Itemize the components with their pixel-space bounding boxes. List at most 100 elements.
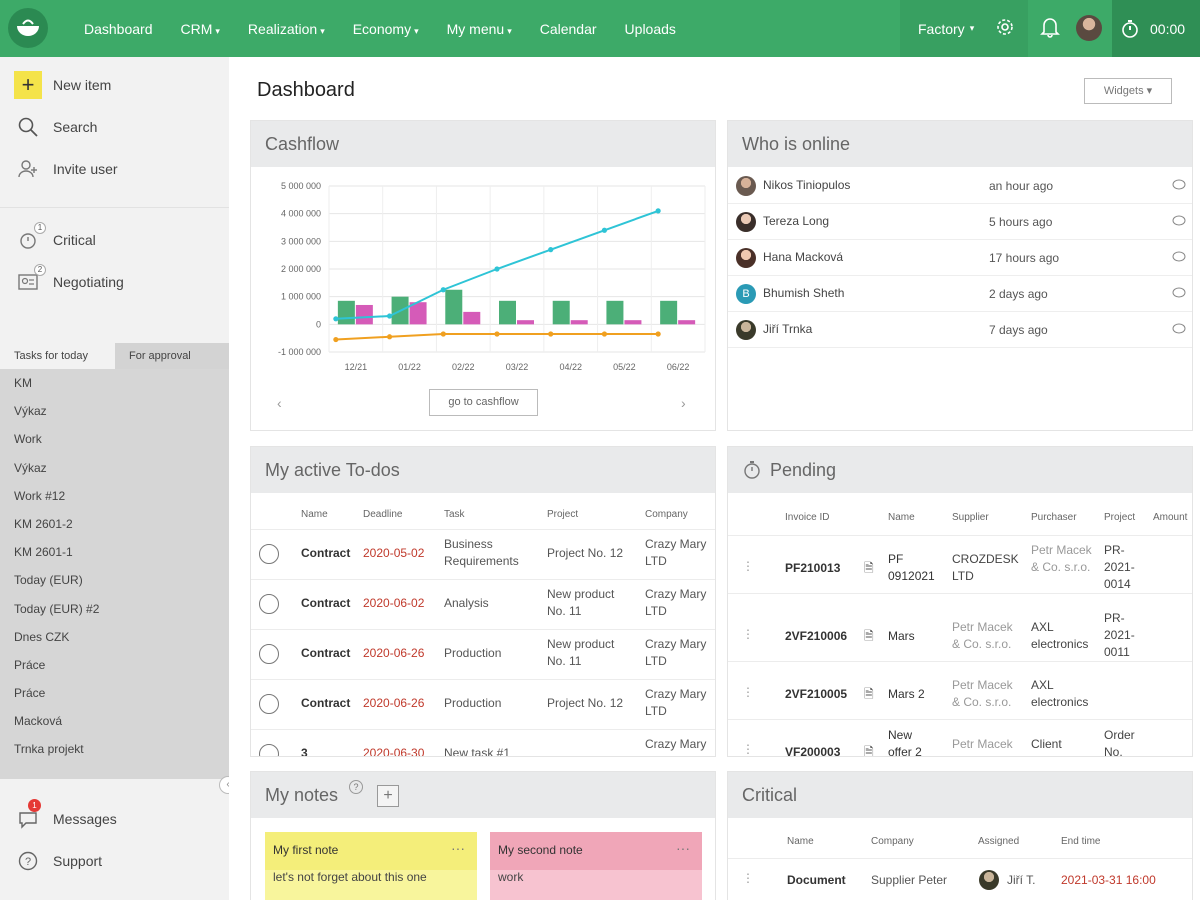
task-item[interactable]: Today (EUR) #2 (14, 601, 100, 616)
todo-project[interactable]: New product No. 11 (547, 587, 615, 618)
invoice-id[interactable]: 2VF210005 (785, 687, 848, 701)
time-tracker[interactable]: 00:00 (1112, 0, 1200, 57)
todo-task[interactable]: New task #1 (444, 746, 511, 757)
task-item[interactable]: KM (14, 376, 32, 390)
column-header[interactable]: Company (871, 836, 914, 847)
todo-complete-radio[interactable] (259, 544, 279, 564)
task-item[interactable]: KM 2601-2 (14, 516, 73, 531)
chat-icon[interactable] (1172, 179, 1186, 191)
column-header[interactable]: Supplier (952, 512, 989, 523)
new-item-button[interactable]: + New item (14, 71, 111, 99)
todo-company[interactable]: Crazy Mary LTD (645, 587, 707, 618)
tab-for-approval[interactable]: For approval (115, 343, 229, 369)
task-item[interactable]: Práce (14, 686, 46, 701)
nav-my-menu[interactable]: My menu ▾ (446, 20, 512, 37)
nav-economy[interactable]: Economy ▾ (352, 20, 419, 37)
todo-project[interactable]: New product No. 11 (547, 637, 615, 668)
widgets-dropdown[interactable]: Widgets ▾ (1084, 78, 1172, 104)
search-button[interactable]: Search (14, 113, 97, 141)
invoice-id[interactable]: VF200003 (785, 745, 841, 757)
chat-icon[interactable] (1172, 251, 1186, 263)
column-header[interactable]: Name (787, 836, 814, 847)
chevron-right-icon[interactable]: › (681, 395, 686, 411)
task-item[interactable]: Work (14, 432, 42, 447)
task-item[interactable]: Práce (14, 657, 46, 672)
note-card[interactable]: My first note ··· let's not forget about… (265, 832, 477, 900)
todo-task[interactable]: Analysis (444, 596, 489, 610)
todo-company[interactable]: Crazy Mary LTD (645, 637, 707, 668)
bell-icon[interactable] (1040, 16, 1060, 38)
critical-name[interactable]: Document (787, 873, 846, 887)
nav-crm[interactable]: CRM ▾ (180, 20, 220, 37)
invoice-id[interactable]: PF210013 (785, 561, 841, 575)
gear-icon[interactable] (994, 16, 1016, 38)
todo-project[interactable]: Project No. 12 (547, 696, 624, 710)
drag-handle-icon[interactable]: ⋮ (742, 559, 754, 573)
chat-icon[interactable] (1172, 215, 1186, 227)
online-user-row[interactable]: B Bhumish Sheth 2 days ago (728, 276, 1192, 312)
help-icon[interactable]: ? (349, 780, 363, 794)
drag-handle-icon[interactable]: ⋮ (742, 685, 754, 699)
task-item[interactable]: KM 2601-1 (14, 545, 73, 560)
online-user-row[interactable]: Tereza Long 5 hours ago (728, 204, 1192, 240)
critical-filter[interactable]: 1 Critical (14, 222, 96, 254)
drag-handle-icon[interactable]: ⋮ (742, 871, 754, 885)
chat-icon[interactable] (1172, 287, 1186, 299)
column-header[interactable]: Task (444, 509, 465, 520)
column-header[interactable]: Name (888, 512, 915, 523)
messages-button[interactable]: 1 Messages (14, 799, 117, 833)
task-item[interactable]: Dnes CZK (14, 629, 70, 644)
todo-complete-radio[interactable] (259, 594, 279, 614)
negotiating-filter[interactable]: 2 Negotiating (14, 264, 124, 296)
add-note-button[interactable]: + (377, 785, 399, 807)
drag-handle-icon[interactable]: ⋮ (742, 742, 754, 756)
column-header[interactable]: Amount (1153, 512, 1188, 523)
column-header[interactable]: End time (1061, 836, 1101, 847)
chat-icon[interactable] (1172, 323, 1186, 335)
task-item[interactable]: Today (EUR) (14, 573, 83, 588)
nav-calendar[interactable]: Calendar (539, 20, 597, 37)
column-header[interactable]: Project (1104, 512, 1136, 523)
task-item[interactable]: Výkaz (14, 460, 47, 475)
todo-company[interactable]: Crazy Mary (645, 737, 707, 751)
column-header[interactable]: Deadline (363, 509, 403, 520)
column-header[interactable]: Purchaser (1031, 512, 1077, 523)
todo-task[interactable]: Business Requirements (444, 537, 519, 568)
todo-complete-radio[interactable] (259, 694, 279, 714)
todo-company[interactable]: Crazy Mary LTD (645, 537, 707, 568)
column-header[interactable]: Project (547, 509, 579, 520)
task-item[interactable]: Work #12 (14, 488, 66, 503)
task-item[interactable]: Macková (14, 714, 63, 729)
tab-tasks-today[interactable]: Tasks for today (0, 343, 115, 369)
invite-user-button[interactable]: Invite user (14, 155, 118, 183)
online-user-row[interactable]: Hana Macková 17 hours ago (728, 240, 1192, 276)
drag-handle-icon[interactable]: ⋮ (742, 627, 754, 641)
column-header[interactable]: Invoice ID (785, 512, 830, 523)
todo-project[interactable]: Project No. 12 (547, 546, 624, 560)
more-icon[interactable]: ··· (676, 840, 690, 856)
todo-task[interactable]: Production (444, 646, 502, 660)
todo-task[interactable]: Production (444, 696, 502, 710)
column-header[interactable]: Company (645, 509, 688, 520)
todo-complete-radio[interactable] (259, 744, 279, 756)
chevron-left-icon[interactable]: ‹ (277, 395, 282, 411)
nav-realization[interactable]: Realization ▾ (247, 20, 325, 37)
support-button[interactable]: ? Support (14, 847, 102, 875)
online-user-row[interactable]: Nikos Tiniopulos an hour ago (728, 168, 1192, 204)
note-card[interactable]: My second note ··· work (490, 832, 702, 900)
task-item[interactable]: Výkaz (14, 404, 47, 419)
nav-dashboard[interactable]: Dashboard (84, 20, 153, 37)
column-header[interactable]: Name (301, 509, 328, 520)
todo-company[interactable]: Crazy Mary LTD (645, 687, 707, 718)
task-item[interactable]: Trnka projekt (14, 742, 84, 757)
online-user-row[interactable]: Jiří Trnka 7 days ago (728, 312, 1192, 348)
todo-complete-radio[interactable] (259, 644, 279, 664)
go-to-cashflow-button[interactable]: go to cashflow (429, 389, 538, 416)
user-avatar[interactable] (1076, 15, 1102, 41)
invoice-id[interactable]: 2VF210006 (785, 629, 848, 643)
nav-uploads[interactable]: Uploads (624, 20, 676, 37)
column-header[interactable]: Assigned (978, 836, 1020, 847)
company-selector[interactable]: Factory ▾ (900, 0, 1028, 57)
app-logo[interactable] (8, 8, 48, 48)
more-icon[interactable]: ··· (451, 840, 465, 856)
